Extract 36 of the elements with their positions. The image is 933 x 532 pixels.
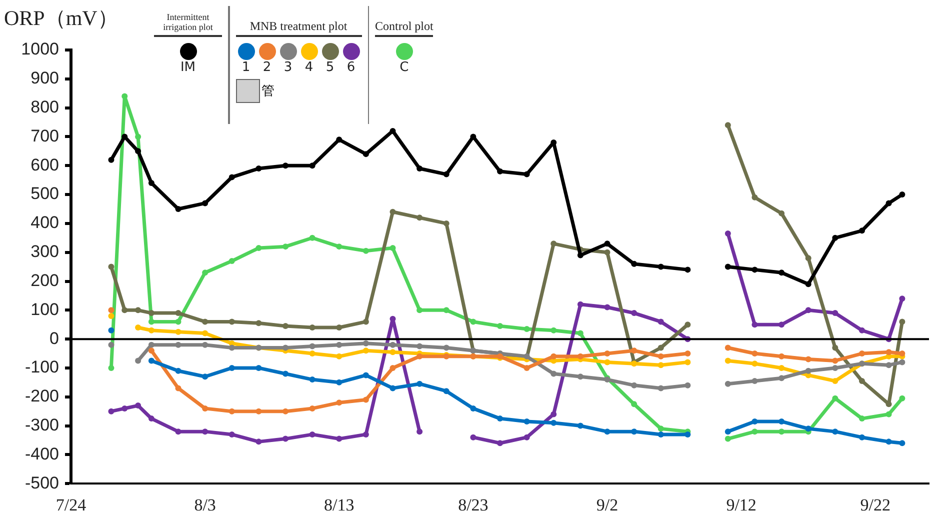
legend-label: 5 — [326, 60, 334, 74]
y-tick-label: -200 — [24, 386, 59, 406]
y-tick-label: 800 — [30, 98, 59, 116]
y-tick-label: 200 — [30, 270, 59, 290]
y-tick-label: 500 — [30, 184, 59, 204]
x-tick-label: 8/13 — [324, 495, 354, 514]
legend-label: 2 — [262, 60, 272, 74]
x-tick-label: 9/22 — [860, 495, 890, 514]
y-tick-label: 900 — [30, 68, 59, 88]
y-tick-label: -300 — [24, 415, 59, 434]
x-tick-label: 7/24 — [56, 495, 87, 514]
legend-label: 1 — [242, 60, 250, 74]
y-tick-label: -500 — [24, 473, 59, 492]
text: MNB treatment plot — [250, 18, 348, 33]
x-tick-label: 9/2 — [596, 495, 618, 514]
x-tick-label: 8/3 — [194, 495, 216, 514]
text: Intermittent irrigation plot — [162, 11, 214, 32]
y-tick-label: 700 — [30, 126, 59, 146]
legend-label: 4 — [304, 60, 314, 74]
legend-label: 3 — [284, 60, 292, 74]
y-tick-label: 100 — [30, 300, 59, 319]
y-tick-label: 600 — [30, 155, 59, 174]
y-tick-label: -100 — [24, 358, 59, 377]
legend-label: 6 — [346, 60, 356, 74]
text: Control plot — [375, 18, 434, 33]
legend-label: C — [400, 60, 409, 74]
y-tick-label: 0 — [50, 328, 59, 348]
legend-label: IM — [180, 60, 196, 74]
y-axis-title: ORP（mV） — [4, 5, 118, 32]
y-tick-label: -400 — [24, 444, 59, 464]
y-tick-label: 1000 — [21, 40, 59, 59]
x-tick-label: 8/23 — [458, 495, 488, 514]
x-tick-label: 9/12 — [726, 495, 756, 514]
annotation: 管 — [262, 82, 274, 100]
y-tick-label: 300 — [30, 242, 59, 262]
y-tick-label: 400 — [30, 213, 59, 232]
